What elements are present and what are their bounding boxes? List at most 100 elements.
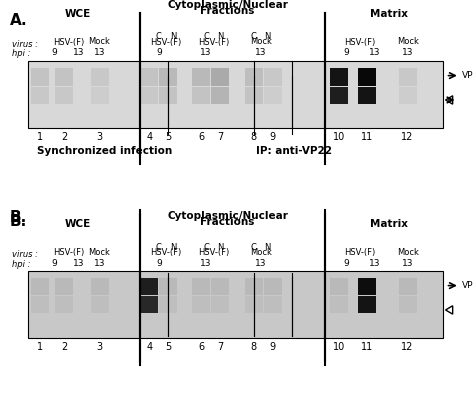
FancyBboxPatch shape bbox=[264, 87, 282, 104]
Text: 9: 9 bbox=[52, 259, 57, 268]
FancyBboxPatch shape bbox=[358, 68, 376, 86]
Text: 9: 9 bbox=[156, 259, 162, 268]
FancyBboxPatch shape bbox=[358, 296, 376, 313]
FancyBboxPatch shape bbox=[330, 278, 348, 295]
Text: 11: 11 bbox=[361, 131, 374, 142]
Text: C: C bbox=[156, 243, 162, 252]
Text: HSV-(F): HSV-(F) bbox=[198, 37, 229, 47]
Text: Cytoplasmic/Nuclear: Cytoplasmic/Nuclear bbox=[167, 211, 288, 221]
Text: Mock: Mock bbox=[89, 37, 110, 47]
Text: 3: 3 bbox=[97, 341, 102, 352]
Text: 1: 1 bbox=[37, 131, 43, 142]
FancyBboxPatch shape bbox=[31, 87, 49, 104]
Text: 9: 9 bbox=[270, 341, 275, 352]
FancyBboxPatch shape bbox=[399, 296, 417, 313]
Text: WCE: WCE bbox=[65, 9, 91, 19]
FancyBboxPatch shape bbox=[192, 68, 210, 86]
FancyBboxPatch shape bbox=[211, 87, 229, 104]
Text: 10: 10 bbox=[333, 341, 345, 352]
Text: 13: 13 bbox=[94, 48, 105, 57]
FancyBboxPatch shape bbox=[358, 87, 376, 104]
Text: 13: 13 bbox=[73, 48, 84, 57]
Text: N: N bbox=[264, 243, 271, 252]
Text: Mock: Mock bbox=[397, 37, 419, 47]
FancyBboxPatch shape bbox=[140, 278, 158, 295]
Text: HSV-(F): HSV-(F) bbox=[53, 248, 84, 257]
Text: 9: 9 bbox=[270, 131, 275, 142]
FancyBboxPatch shape bbox=[31, 296, 49, 313]
Text: 2: 2 bbox=[61, 131, 67, 142]
FancyBboxPatch shape bbox=[245, 68, 263, 86]
Text: Fractions: Fractions bbox=[201, 6, 255, 16]
FancyBboxPatch shape bbox=[245, 87, 263, 104]
Text: hpi :: hpi : bbox=[12, 49, 30, 58]
Text: B.: B. bbox=[9, 214, 27, 229]
Text: 7: 7 bbox=[217, 341, 224, 352]
Text: 13: 13 bbox=[201, 48, 212, 57]
Text: VP: VP bbox=[462, 71, 474, 80]
FancyBboxPatch shape bbox=[264, 278, 282, 295]
FancyBboxPatch shape bbox=[31, 68, 49, 86]
Text: 9: 9 bbox=[156, 48, 162, 57]
Text: HSV-(F): HSV-(F) bbox=[150, 37, 182, 47]
Text: Matrix: Matrix bbox=[370, 9, 408, 19]
FancyBboxPatch shape bbox=[91, 296, 109, 313]
Text: virus :: virus : bbox=[12, 250, 38, 260]
Text: Synchronized infection: Synchronized infection bbox=[36, 146, 172, 156]
Text: Matrix: Matrix bbox=[370, 219, 408, 229]
Text: 4: 4 bbox=[146, 341, 152, 352]
Text: 10: 10 bbox=[333, 131, 345, 142]
FancyBboxPatch shape bbox=[28, 61, 443, 128]
Text: IP: anti-VP22: IP: anti-VP22 bbox=[256, 146, 332, 156]
Text: 13: 13 bbox=[369, 259, 380, 268]
Text: VP: VP bbox=[462, 281, 474, 290]
FancyBboxPatch shape bbox=[245, 296, 263, 313]
Text: HSV-(F): HSV-(F) bbox=[198, 248, 229, 257]
Text: Mock: Mock bbox=[397, 248, 419, 257]
Text: HSV-(F): HSV-(F) bbox=[53, 37, 84, 47]
Text: C: C bbox=[203, 243, 209, 252]
Text: 13: 13 bbox=[255, 259, 266, 268]
FancyBboxPatch shape bbox=[140, 68, 158, 86]
FancyBboxPatch shape bbox=[140, 87, 158, 104]
FancyBboxPatch shape bbox=[192, 296, 210, 313]
Text: N: N bbox=[170, 243, 176, 252]
Text: C: C bbox=[251, 32, 256, 42]
Text: HSV-(F): HSV-(F) bbox=[345, 37, 376, 47]
FancyBboxPatch shape bbox=[55, 278, 73, 295]
FancyBboxPatch shape bbox=[330, 87, 348, 104]
Text: Cytoplasmic/Nuclear: Cytoplasmic/Nuclear bbox=[167, 0, 288, 10]
FancyBboxPatch shape bbox=[358, 68, 376, 86]
Text: N: N bbox=[170, 32, 176, 42]
Text: 9: 9 bbox=[343, 48, 349, 57]
Text: 1: 1 bbox=[37, 341, 43, 352]
Text: 12: 12 bbox=[401, 131, 414, 142]
Text: 9: 9 bbox=[343, 259, 349, 268]
Text: hpi :: hpi : bbox=[12, 260, 30, 269]
Text: C: C bbox=[203, 32, 209, 42]
Text: Mock: Mock bbox=[250, 248, 272, 257]
FancyBboxPatch shape bbox=[399, 278, 417, 295]
FancyBboxPatch shape bbox=[91, 87, 109, 104]
FancyBboxPatch shape bbox=[91, 278, 109, 295]
Text: 12: 12 bbox=[401, 341, 414, 352]
FancyBboxPatch shape bbox=[245, 278, 263, 295]
FancyBboxPatch shape bbox=[264, 296, 282, 313]
Text: N: N bbox=[217, 243, 224, 252]
FancyBboxPatch shape bbox=[159, 296, 177, 313]
Text: C: C bbox=[156, 32, 162, 42]
FancyBboxPatch shape bbox=[192, 87, 210, 104]
Text: 2: 2 bbox=[61, 341, 67, 352]
FancyBboxPatch shape bbox=[159, 278, 177, 295]
FancyBboxPatch shape bbox=[330, 296, 348, 313]
Text: 7: 7 bbox=[217, 131, 224, 142]
FancyBboxPatch shape bbox=[31, 278, 49, 295]
Text: 6: 6 bbox=[199, 341, 204, 352]
Text: 8: 8 bbox=[251, 341, 256, 352]
FancyBboxPatch shape bbox=[399, 87, 417, 104]
Text: 9: 9 bbox=[52, 48, 57, 57]
FancyBboxPatch shape bbox=[159, 87, 177, 104]
Text: WCE: WCE bbox=[65, 219, 91, 229]
FancyBboxPatch shape bbox=[192, 278, 210, 295]
Text: N: N bbox=[217, 32, 224, 42]
